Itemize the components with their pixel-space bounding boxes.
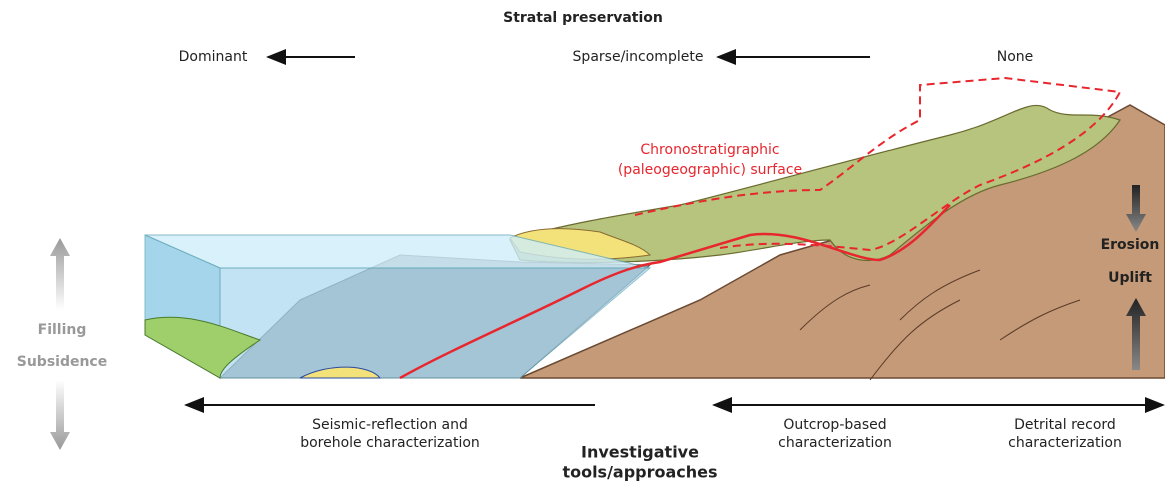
approach-label: Seismic-reflection and bbox=[312, 417, 468, 433]
approach-label: characterization bbox=[778, 435, 892, 451]
annotation: (paleogeographic) surface bbox=[618, 162, 802, 178]
bottom-title: Investigative bbox=[581, 443, 699, 462]
landscape bbox=[145, 78, 1165, 380]
right-label: Uplift bbox=[1108, 270, 1152, 286]
right-label: Erosion bbox=[1101, 237, 1160, 253]
approach-label: Detrital record bbox=[1014, 417, 1116, 433]
left-label: Subsidence bbox=[17, 354, 107, 370]
preservation-label: Dominant bbox=[179, 49, 248, 65]
bottom-title: tools/approaches bbox=[562, 463, 717, 482]
left-label: Filling bbox=[38, 322, 87, 338]
preservation-label: None bbox=[997, 49, 1034, 65]
top-title: Stratal preservation bbox=[503, 10, 663, 26]
arrow-up bbox=[50, 238, 70, 310]
approach-label: borehole characterization bbox=[300, 435, 480, 451]
arrow-down bbox=[50, 380, 70, 450]
approach-label: Outcrop-based bbox=[783, 417, 886, 433]
annotation: Chronostratigraphic bbox=[640, 142, 779, 158]
preservation-label: Sparse/incomplete bbox=[573, 49, 704, 65]
approach-label: characterization bbox=[1008, 435, 1122, 451]
diagram: Stratal preservation Dominant Sparse/inc… bbox=[0, 0, 1165, 485]
